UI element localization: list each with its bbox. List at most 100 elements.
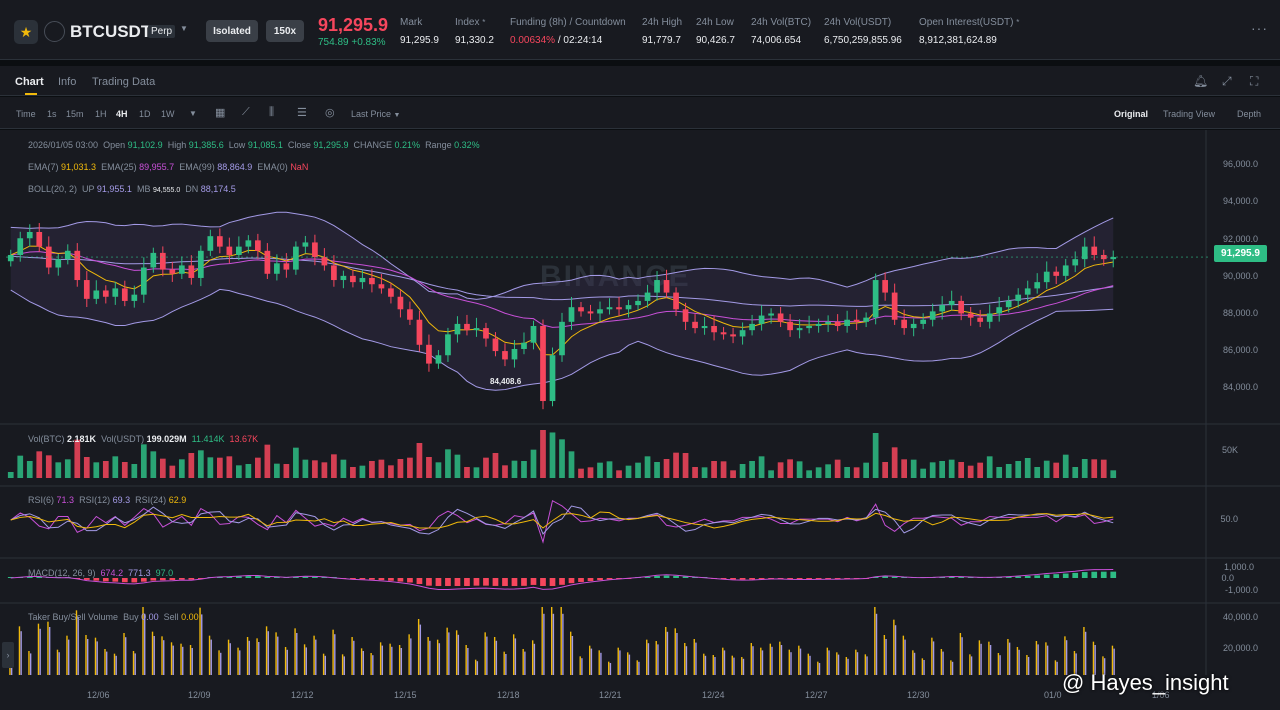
rsi-legend: RSI(6) 71.3 RSI(12) 69.3 RSI(24) 62.9 [28,495,187,505]
margin-mode-button[interactable]: Isolated [206,20,258,42]
taker-sell-bar [836,652,838,675]
taker-buy-bar [182,646,184,675]
candle-body [616,307,622,310]
tab-chart[interactable]: Chart [15,76,44,88]
stat-24h-vol-usdt-value: 6,750,259,855.96 [824,35,902,46]
macd-histogram-bar [806,578,812,580]
macd-histogram-bar [644,576,651,578]
macd-histogram-bar [150,578,157,581]
candle-body [359,277,366,283]
taker-sell-bar [807,653,810,675]
taker-sell-bar [313,635,315,675]
taker-sell-bar [446,627,448,675]
candle-style-icon[interactable]: ⫼ [269,106,275,118]
macd-histogram-bar [730,578,736,580]
macd-histogram-bar [1072,572,1079,578]
tab-info[interactable]: Info [58,76,77,88]
volume-bar [416,443,423,478]
candle-body [140,267,147,295]
date-tick: 12/30 [907,690,930,700]
volume-bar [321,462,328,478]
taker-sell-bar [931,637,933,675]
volume-bar [939,461,946,478]
candle-body [663,280,670,293]
volume-bar [673,452,679,478]
volume-bar [483,457,489,478]
volume-bar [45,455,52,478]
price-type-select[interactable]: Last Price ▼ [351,109,401,119]
taker-sell-bar [864,654,867,675]
chart-area[interactable]: BINANCE 2026/01/05 03:00 Open 91,102.9 H… [0,130,1280,710]
interval-1h[interactable]: 1H [95,109,107,119]
bell-icon[interactable]: 🔔︎ [1193,74,1209,88]
settings-icon[interactable]: ☰ [297,107,307,119]
interval-1d[interactable]: 1D [139,109,151,119]
macd-histogram-bar [1034,575,1041,578]
favorite-star-icon[interactable]: ★ [14,20,38,44]
tab-trading-data[interactable]: Trading Data [92,76,156,88]
interval-15m[interactable]: 15m [66,109,84,119]
candle-body [1005,300,1012,308]
taker-buy-bar [505,654,507,675]
taker-sell-bar [674,628,676,675]
chart-canvas[interactable] [0,130,1280,710]
candle-body [416,319,423,345]
price-tick: 86,000.0 [1222,345,1258,355]
view-depth[interactable]: Depth [1237,109,1262,119]
volume-bar [540,430,546,478]
leverage-button[interactable]: 150x [266,20,304,42]
volume-bar [986,456,993,478]
volume-bar [853,467,860,478]
taker-buy-bar [657,644,659,675]
volume-bar [682,453,689,478]
expand-icon[interactable]: ⛶ [1250,74,1259,88]
candle-body [796,328,803,331]
taker-buy-bar [324,655,326,675]
calendar-icon[interactable]: ▦ [215,107,226,119]
symbol-title[interactable]: BTCUSDT [70,22,152,41]
view-original[interactable]: Original [1114,109,1149,119]
candle-body [749,323,755,331]
taker-buy-bar [685,646,688,675]
volume-bar [1110,470,1117,478]
volume-bar [730,470,736,478]
candle-body [293,246,299,270]
volume-bar [464,467,470,478]
taker-sell-bar [940,649,943,675]
candle-body [264,250,271,274]
interval-4h[interactable]: 4H [116,109,128,119]
interval-time[interactable]: Time [16,109,36,119]
volume-bar [445,449,451,478]
view-trading-view[interactable]: Trading View [1163,109,1216,119]
indicator-icon[interactable]: ⟋ [242,106,250,118]
taker-buy-bar [172,645,174,675]
date-tick: 12/06 [87,690,110,700]
volume-bar [578,468,584,478]
taker-sell-bar [570,631,572,675]
candle-body [255,240,261,251]
candle-body [635,300,641,306]
taker-sell-bar [988,641,990,675]
macd-histogram-bar [815,578,822,580]
draw-icon[interactable]: ⤢ [1222,74,1232,88]
interval-dropdown-icon[interactable]: ▼ [189,109,197,118]
candle-body [901,319,908,329]
target-icon[interactable]: ◎ [325,107,335,119]
interval-1s[interactable]: 1s [47,109,57,119]
macd-histogram-bar [1081,572,1088,578]
macd-histogram-bar [825,578,831,579]
chevron-right-icon[interactable]: › [2,642,14,668]
candle-body [83,280,90,299]
macd-histogram-bar [197,578,204,579]
taker-sell-bar [703,653,705,675]
more-icon[interactable]: ··· [1251,20,1268,36]
macd-histogram-bar [559,578,565,585]
taker-sell-bar [969,654,971,675]
taker-buy-bar [809,655,811,675]
stat-mark-value: 91,295.9 [400,35,439,46]
chevron-down-icon[interactable]: ▼ [180,24,188,33]
taker-sell-bar [950,660,952,675]
macd-histogram-bar [416,578,423,585]
interval-1w[interactable]: 1W [161,109,175,119]
taker-sell-bar [1016,647,1019,675]
